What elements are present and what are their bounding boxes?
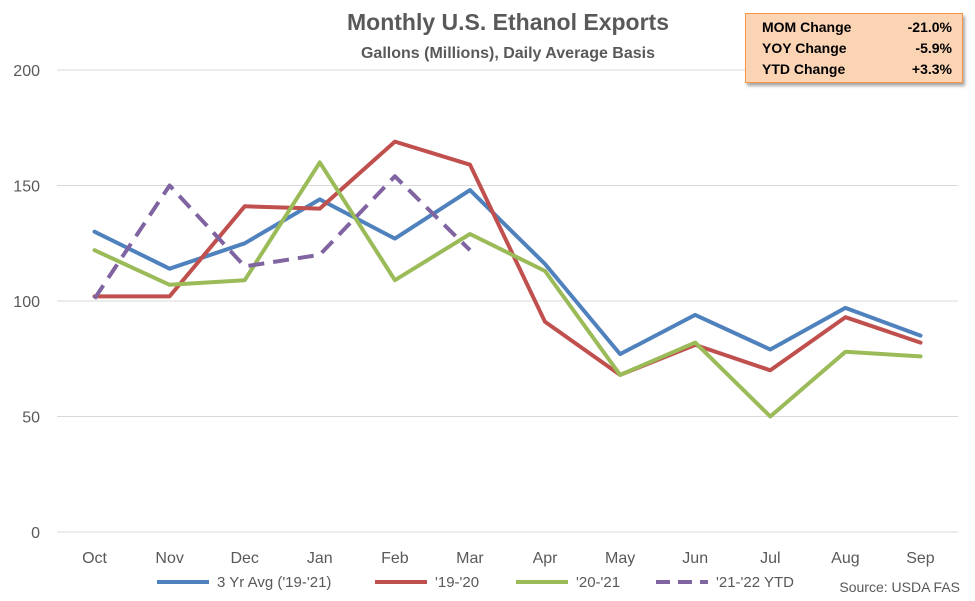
x-axis-ticks: Oct Nov Dec Jan Feb Mar Apr May Jun Jul Aug Sep	[82, 550, 935, 567]
x-tick-label: Oct	[82, 550, 107, 567]
legend-label: '21-'22 YTD	[716, 574, 794, 591]
series-line-2	[92, 160, 923, 419]
x-tick-label: Aug	[831, 550, 859, 567]
x-tick-label: Sep	[906, 550, 935, 567]
change-summary-box: MOM Change -21.0% YOY Change -5.9% YTD C…	[745, 13, 963, 83]
stat-label: YOY Change	[762, 40, 847, 56]
x-tick-label: May	[605, 550, 635, 567]
stat-row-ytd: YTD Change +3.3%	[746, 59, 962, 80]
stat-row-mom: MOM Change -21.0%	[746, 17, 962, 38]
legend-label: '20-'21	[576, 574, 620, 591]
x-tick-label: Jul	[760, 550, 780, 567]
chart-title: Monthly U.S. Ethanol Exports	[347, 9, 669, 35]
series-line-3	[92, 174, 472, 300]
legend-label: '19-'20	[435, 574, 479, 591]
x-tick-label: Mar	[456, 550, 484, 567]
x-tick-label: Dec	[230, 550, 258, 567]
x-tick-label: Jan	[307, 550, 333, 567]
stat-value: -21.0%	[907, 19, 952, 35]
legend: 3 Yr Avg ('19-'21) '19-'20 '20-'21 '21-'22 …	[157, 574, 794, 591]
series-line-0	[92, 188, 923, 357]
stat-value: -5.9%	[915, 40, 952, 56]
series-lines	[92, 139, 923, 419]
x-tick-label: Feb	[381, 550, 409, 567]
chart-subtitle: Gallons (Millions), Daily Average Basis	[361, 45, 655, 62]
x-tick-label: Nov	[155, 550, 183, 567]
stat-label: MOM Change	[762, 19, 852, 35]
y-tick-label: 50	[22, 410, 40, 427]
x-tick-label: Jun	[682, 550, 708, 567]
stat-label: YTD Change	[762, 61, 846, 77]
y-tick-label: 0	[31, 525, 40, 542]
source-note: Source: USDA FAS	[839, 579, 960, 595]
legend-label: 3 Yr Avg ('19-'21)	[217, 574, 331, 591]
y-axis-ticks: 0 50 100 150 200	[13, 63, 40, 542]
y-tick-label: 100	[13, 294, 40, 311]
series-line-1	[92, 139, 923, 377]
stat-value: +3.3%	[911, 61, 952, 77]
x-tick-label: Apr	[533, 550, 559, 567]
y-tick-label: 150	[13, 179, 40, 196]
gridlines	[57, 69, 958, 533]
y-tick-label: 200	[13, 63, 40, 80]
stat-row-yoy: YOY Change -5.9%	[746, 38, 962, 59]
